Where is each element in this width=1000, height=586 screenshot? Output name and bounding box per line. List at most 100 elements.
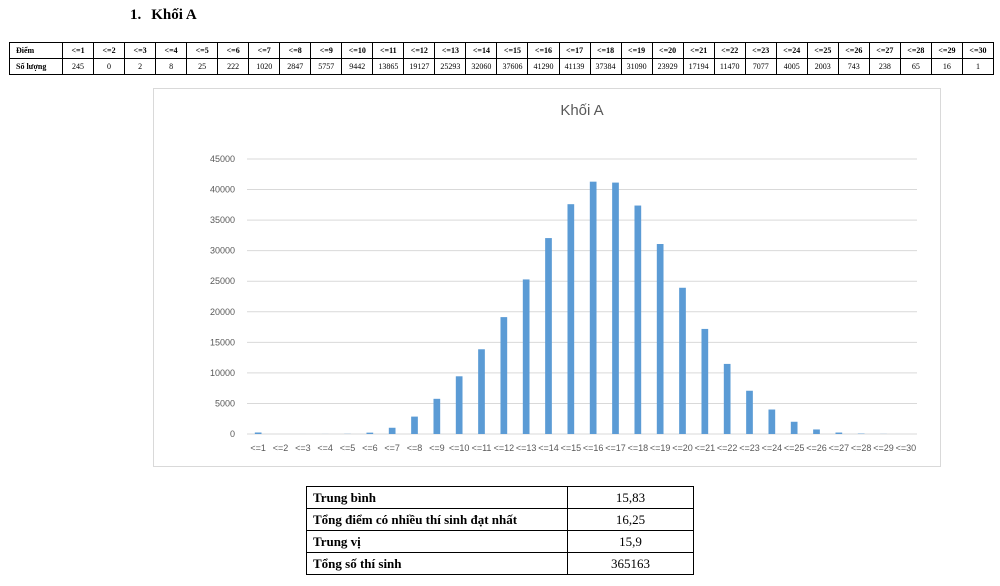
y-tick-label: 30000 [210, 246, 235, 256]
stat-value-total: 365163 [567, 552, 694, 575]
count-cell: 37384 [589, 58, 622, 75]
x-tick-label: <=26 [806, 443, 827, 453]
bar [723, 363, 731, 434]
score-header-cell: <=20 [651, 42, 684, 59]
bar [701, 328, 709, 434]
count-cell: 32060 [465, 58, 498, 75]
bar [545, 238, 552, 434]
count-cell: 41139 [558, 58, 591, 75]
score-header-cell: <=21 [682, 42, 715, 59]
score-header-cell: <=4 [155, 42, 188, 59]
y-tick-label: 0 [230, 429, 235, 439]
x-tick-label: <=1 [250, 443, 266, 453]
stat-value-median: 15,9 [567, 530, 694, 553]
x-tick-label: <=7 [384, 443, 400, 453]
score-header-cell: <=22 [713, 42, 746, 59]
score-header-cell: <=10 [341, 42, 374, 59]
count-cell: 19127 [403, 58, 436, 75]
x-tick-label: <=19 [650, 443, 671, 453]
stat-label-mean: Trung bình [306, 486, 568, 509]
x-tick-label: <=28 [851, 443, 872, 453]
count-cell: 25293 [434, 58, 467, 75]
x-tick-label: <=13 [516, 443, 537, 453]
score-header-cell: <=7 [248, 42, 281, 59]
count-cell: 11470 [713, 58, 746, 75]
score-header-cell: <=9 [310, 42, 343, 59]
count-cell: 1 [961, 58, 995, 75]
bar [589, 181, 597, 434]
count-cell: 7077 [744, 58, 777, 75]
x-tick-label: <=15 [561, 443, 582, 453]
score-header-cell: <=25 [806, 42, 839, 59]
score-header-cell: <=15 [496, 42, 529, 59]
score-header-cell: <=13 [434, 42, 467, 59]
count-cell: 13865 [372, 58, 405, 75]
x-tick-label: <=27 [829, 443, 850, 453]
y-tick-label: 20000 [210, 307, 235, 317]
y-tick-label: 45000 [210, 154, 235, 164]
bar [835, 432, 843, 434]
count-cell: 9442 [341, 58, 374, 75]
score-header-cell: <=6 [217, 42, 250, 59]
row-label-score: Điểm [9, 42, 63, 59]
count-cell: 4005 [775, 58, 808, 75]
x-tick-label: <=14 [538, 443, 559, 453]
count-cell: 25 [186, 58, 219, 75]
stat-row-median: Trung vị 15,9 [306, 530, 694, 553]
score-header-cell: <=24 [775, 42, 808, 59]
bar [768, 409, 776, 434]
count-cell: 245 [61, 58, 95, 75]
bar [388, 427, 396, 434]
x-tick-label: <=5 [340, 443, 356, 453]
x-tick-label: <=6 [362, 443, 378, 453]
bar [254, 432, 262, 434]
score-header-cell: <=14 [465, 42, 498, 59]
count-cell: 31090 [620, 58, 653, 75]
count-cell: 2847 [279, 58, 312, 75]
bar [567, 204, 575, 434]
bar [478, 349, 485, 434]
x-tick-label: <=11 [472, 443, 492, 453]
chart-title: Khối A [560, 102, 603, 119]
x-tick-label: <=18 [628, 443, 649, 453]
score-header-cell: <=5 [186, 42, 219, 59]
row-label-count: Số lượng [9, 58, 63, 75]
score-header-cell: <=2 [93, 42, 126, 59]
bar [366, 432, 374, 434]
y-tick-label: 35000 [210, 215, 235, 225]
section-title: Khối A [151, 7, 197, 23]
score-header-cell: <=3 [124, 42, 157, 59]
stat-row-mode: Tổng điểm có nhiều thí sinh đạt nhất 16,… [306, 508, 694, 531]
x-tick-label: <=29 [873, 443, 894, 453]
score-frequency-table: Điểm <=1 <=2 <=3 <=4 <=5 <=6 <=7 <=8 <=9 <=10 <=11… [9, 42, 995, 75]
score-header-cell: <=23 [744, 42, 777, 59]
count-cell: 0 [93, 58, 126, 75]
stat-row-mean: Trung bình 15,83 [306, 486, 694, 509]
section-heading: 1. Khối A [130, 7, 197, 24]
count-cell: 41290 [527, 58, 560, 75]
summary-stats-table: Trung bình 15,83 Tổng điểm có nhiều thí … [306, 486, 694, 575]
score-header-cell: <=27 [868, 42, 901, 59]
x-tick-label: <=9 [429, 443, 445, 453]
x-tick-label: <=4 [317, 443, 333, 453]
x-tick-label: <=22 [717, 443, 738, 453]
stat-row-total: Tổng số thí sinh 365163 [306, 552, 694, 575]
count-cell: 23929 [651, 58, 684, 75]
score-header-cell: <=12 [403, 42, 436, 59]
y-tick-label: 10000 [210, 368, 235, 378]
count-cell: 222 [217, 58, 250, 75]
y-tick-label: 15000 [210, 337, 235, 347]
count-cell: 37606 [496, 58, 529, 75]
x-tick-label: <=17 [605, 443, 626, 453]
stat-label-total: Tổng số thí sinh [306, 552, 568, 575]
x-tick-label: <=3 [295, 443, 311, 453]
score-header-cell: <=11 [372, 42, 405, 59]
bar-chart: Khối A 0 5000 10000 15000 20000 25000 30000 3500… [210, 102, 917, 453]
score-header-cell: <=8 [279, 42, 312, 59]
bar [746, 390, 753, 434]
stat-label-mode: Tổng điểm có nhiều thí sinh đạt nhất [306, 508, 568, 531]
count-cell: 17194 [682, 58, 715, 75]
score-header-cell: <=26 [837, 42, 870, 59]
x-tick-label: <=2 [273, 443, 289, 453]
bar [679, 287, 686, 434]
